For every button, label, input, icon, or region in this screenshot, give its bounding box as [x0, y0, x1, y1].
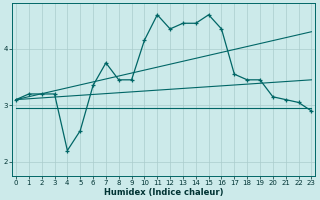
X-axis label: Humidex (Indice chaleur): Humidex (Indice chaleur) — [104, 188, 223, 197]
